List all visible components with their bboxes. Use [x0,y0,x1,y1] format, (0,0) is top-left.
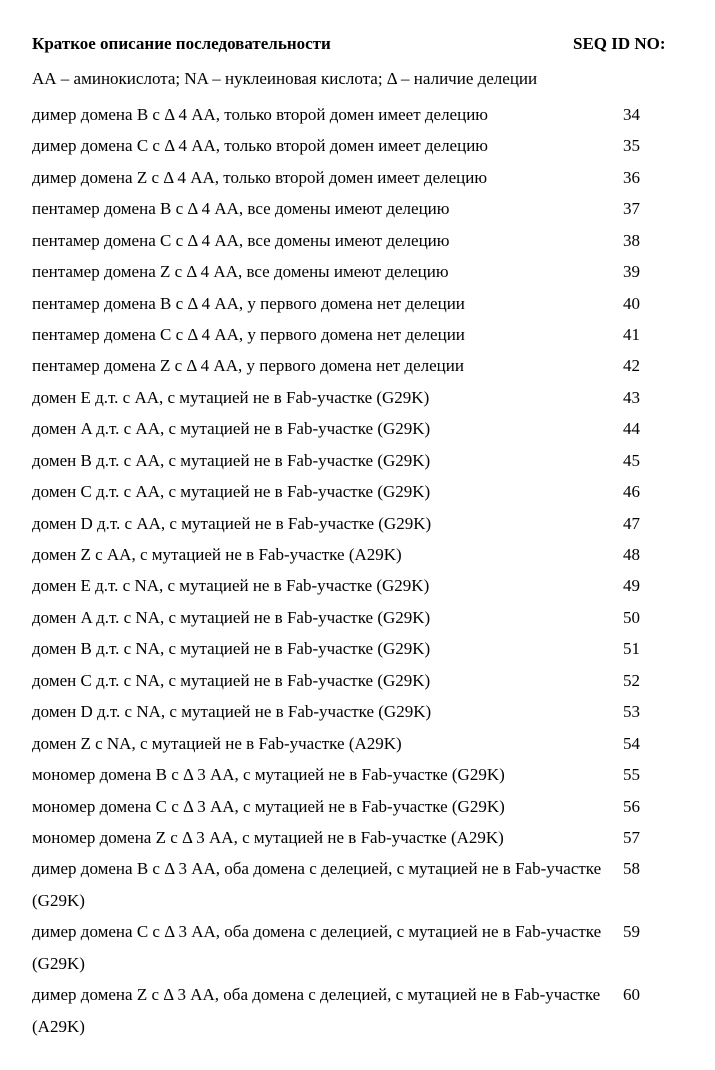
table-header: Краткое описание последовательности SEQ … [32,28,683,59]
row-seq-id: 34 [623,99,683,130]
row-description: домен B д.т. с NA, с мутацией не в Fab-у… [32,633,623,664]
row-description: димер домена B с Δ 4 АА, только второй д… [32,99,623,130]
row-description: домен E д.т. с NA, с мутацией не в Fab-у… [32,570,623,601]
table-row: димер домена C с Δ 4 АА, только второй д… [32,130,683,161]
row-description: домен C д.т. с АА, с мутацией не в Fab-у… [32,476,623,507]
row-description: домен Z с АА, с мутацией не в Fab-участк… [32,539,623,570]
row-seq-id: 58 [623,853,683,884]
row-seq-id: 37 [623,193,683,224]
table-row: домен C д.т. с NA, с мутацией не в Fab-у… [32,665,683,696]
table-row: домен B д.т. с NA, с мутацией не в Fab-у… [32,633,683,664]
table-row: домен E д.т. с АА, с мутацией не в Fab-у… [32,382,683,413]
row-description: домен A д.т. с NA, с мутацией не в Fab-у… [32,602,623,633]
table-row: домен B д.т. с АА, с мутацией не в Fab-у… [32,445,683,476]
table-row: пентамер домена B с Δ 4 АА, все домены и… [32,193,683,224]
table-row: пентамер домена C с Δ 4 АА, все домены и… [32,225,683,256]
table-row: димер домена B с Δ 3 АА, оба домена с де… [32,853,683,916]
row-description: димер домена C с Δ 4 АА, только второй д… [32,130,623,161]
table-row: пентамер домена C с Δ 4 АА, у первого до… [32,319,683,350]
table-row: мономер домена C с Δ 3 АА, с мутацией не… [32,791,683,822]
row-description: домен C д.т. с NA, с мутацией не в Fab-у… [32,665,623,696]
row-seq-id: 52 [623,665,683,696]
table-row: димер домена Z с Δ 4 АА, только второй д… [32,162,683,193]
row-seq-id: 55 [623,759,683,790]
table-row: домен D д.т. с АА, с мутацией не в Fab-у… [32,508,683,539]
row-seq-id: 42 [623,350,683,381]
table-row: домен D д.т. с NA, с мутацией не в Fab-у… [32,696,683,727]
table-row: пентамер домена Z с Δ 4 АА, все домены и… [32,256,683,287]
table-row: домен C д.т. с АА, с мутацией не в Fab-у… [32,476,683,507]
row-description: мономер домена Z с Δ 3 АА, с мутацией не… [32,822,623,853]
row-seq-id: 59 [623,916,683,947]
row-seq-id: 43 [623,382,683,413]
table-row: димер домена B с Δ 4 АА, только второй д… [32,99,683,130]
row-description: домен D д.т. с АА, с мутацией не в Fab-у… [32,508,623,539]
row-seq-id: 57 [623,822,683,853]
row-seq-id: 47 [623,508,683,539]
row-seq-id: 40 [623,288,683,319]
table-row: димер домена C с Δ 3 АА, оба домена с де… [32,916,683,979]
row-seq-id: 49 [623,570,683,601]
table-row: домен E д.т. с NA, с мутацией не в Fab-у… [32,570,683,601]
row-description: димер домена Z с Δ 3 АА, оба домена с де… [32,979,623,1042]
table-row: домен Z с АА, с мутацией не в Fab-участк… [32,539,683,570]
row-seq-id: 45 [623,445,683,476]
row-description: димер домена C с Δ 3 АА, оба домена с де… [32,916,623,979]
header-seq-id: SEQ ID NO: [573,28,683,59]
table-row: пентамер домена B с Δ 4 АА, у первого до… [32,288,683,319]
row-seq-id: 35 [623,130,683,161]
header-description: Краткое описание последовательности [32,28,573,59]
row-description: пентамер домена B с Δ 4 АА, все домены и… [32,193,623,224]
sequence-table-body: димер домена B с Δ 4 АА, только второй д… [32,99,683,1042]
row-seq-id: 44 [623,413,683,444]
row-seq-id: 38 [623,225,683,256]
table-row: мономер домена Z с Δ 3 АА, с мутацией не… [32,822,683,853]
row-seq-id: 53 [623,696,683,727]
legend-text: АА – аминокислота; NA – нуклеиновая кисл… [32,63,683,94]
row-seq-id: 46 [623,476,683,507]
row-description: домен A д.т. с АА, с мутацией не в Fab-у… [32,413,623,444]
row-description: домен Z с NA, с мутацией не в Fab-участк… [32,728,623,759]
row-seq-id: 41 [623,319,683,350]
table-row: домен A д.т. с NA, с мутацией не в Fab-у… [32,602,683,633]
row-description: домен E д.т. с АА, с мутацией не в Fab-у… [32,382,623,413]
row-seq-id: 54 [623,728,683,759]
row-description: домен D д.т. с NA, с мутацией не в Fab-у… [32,696,623,727]
table-row: домен Z с NA, с мутацией не в Fab-участк… [32,728,683,759]
row-seq-id: 36 [623,162,683,193]
row-description: пентамер домена Z с Δ 4 АА, у первого до… [32,350,623,381]
row-description: пентамер домена C с Δ 4 АА, у первого до… [32,319,623,350]
row-seq-id: 51 [623,633,683,664]
row-description: домен B д.т. с АА, с мутацией не в Fab-у… [32,445,623,476]
row-seq-id: 56 [623,791,683,822]
table-row: мономер домена B с Δ 3 АА, с мутацией не… [32,759,683,790]
row-description: пентамер домена Z с Δ 4 АА, все домены и… [32,256,623,287]
table-row: димер домена Z с Δ 3 АА, оба домена с де… [32,979,683,1042]
row-description: мономер домена B с Δ 3 АА, с мутацией не… [32,759,623,790]
row-description: димер домена Z с Δ 4 АА, только второй д… [32,162,623,193]
row-description: пентамер домена B с Δ 4 АА, у первого до… [32,288,623,319]
row-seq-id: 50 [623,602,683,633]
row-seq-id: 48 [623,539,683,570]
row-seq-id: 39 [623,256,683,287]
row-description: димер домена B с Δ 3 АА, оба домена с де… [32,853,623,916]
row-seq-id: 60 [623,979,683,1010]
table-row: домен A д.т. с АА, с мутацией не в Fab-у… [32,413,683,444]
table-row: пентамер домена Z с Δ 4 АА, у первого до… [32,350,683,381]
row-description: мономер домена C с Δ 3 АА, с мутацией не… [32,791,623,822]
row-description: пентамер домена C с Δ 4 АА, все домены и… [32,225,623,256]
